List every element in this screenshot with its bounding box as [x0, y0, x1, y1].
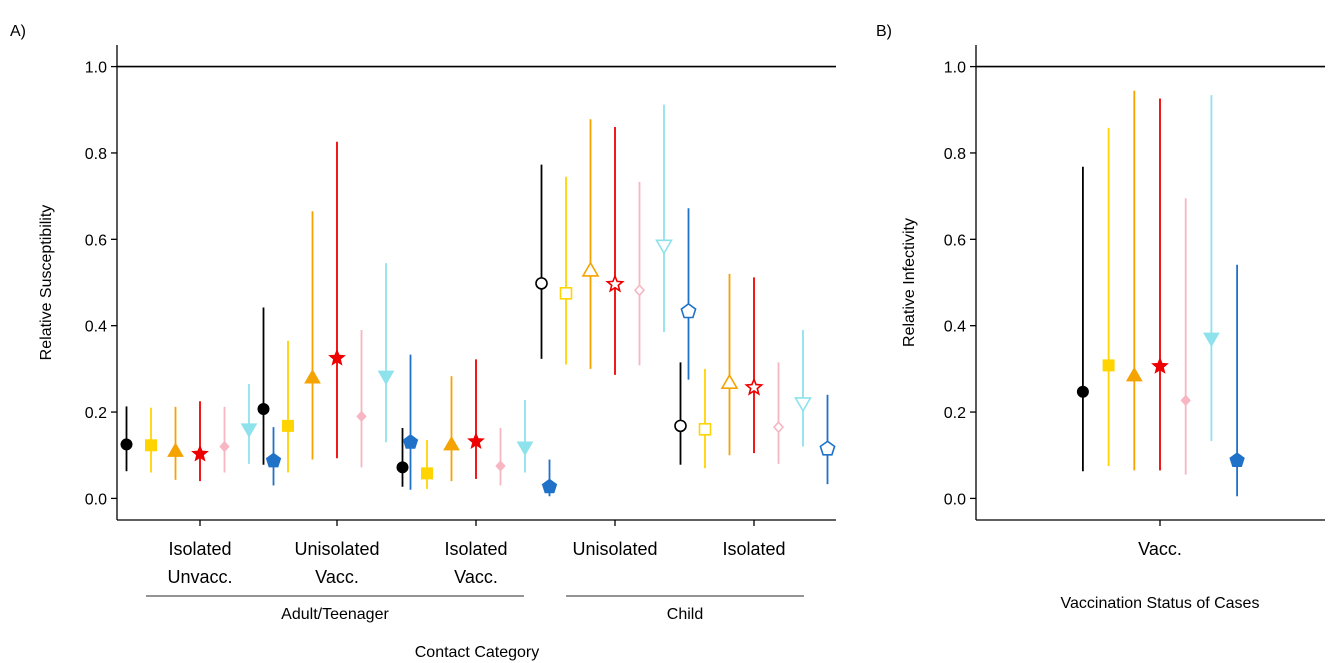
data-point-diamond	[356, 410, 367, 423]
series-triangle-up	[1125, 90, 1143, 471]
data-point-diamond	[772, 420, 785, 434]
data-point-triangle-up	[720, 373, 739, 389]
data-point-square	[282, 419, 294, 432]
data-point-triangle-up	[443, 435, 460, 451]
category-label: Vacc.	[1138, 539, 1182, 559]
data-point-circle	[396, 461, 409, 474]
y-tick-label: 0.2	[85, 405, 107, 422]
data-point-triangle-up	[581, 261, 600, 277]
data-point-square	[559, 286, 573, 300]
data-point-star	[605, 274, 625, 293]
y-tick-label: 1.0	[85, 60, 107, 77]
data-point-triangle-up	[304, 368, 321, 384]
series-square	[145, 176, 712, 489]
panel-b: 0.0 0.2 0.4 0.6 0.8 1.0 Relative Infectivity Va…	[901, 45, 1325, 612]
data-point-triangle-up	[167, 442, 184, 457]
group-label: Adult/Teenager	[281, 606, 389, 623]
series-square	[1102, 127, 1115, 467]
category-label: Isolated	[168, 539, 231, 559]
series-circle	[1076, 166, 1089, 472]
data-point-triangle-down	[655, 239, 673, 255]
data-point-circle	[674, 419, 687, 433]
series-diamond	[219, 181, 785, 486]
y-tick-label: 0.6	[85, 232, 107, 249]
data-point-triangle-down	[240, 423, 258, 438]
y-tick-label: 0.4	[85, 319, 107, 336]
data-point-square	[1102, 359, 1115, 372]
y-tick-label: 0.0	[944, 491, 966, 508]
data-point-pentagon	[819, 440, 836, 456]
series-triangle-down	[1203, 95, 1220, 441]
y-tick-label: 0.8	[944, 146, 966, 163]
category-label: Unvacc.	[167, 567, 232, 587]
data-point-pentagon	[680, 302, 697, 319]
series-star	[191, 127, 764, 482]
data-point-star	[328, 348, 346, 366]
data-point-pentagon	[402, 434, 419, 449]
data-point-pentagon	[265, 452, 282, 468]
category-label: Vacc.	[315, 567, 359, 587]
data-point-square	[698, 423, 712, 436]
data-point-pentagon	[1229, 452, 1245, 467]
y-axis-label: Relative Infectivity	[901, 218, 918, 347]
data-point-triangle-down	[516, 441, 534, 456]
y-tick-label: 0.8	[85, 146, 107, 163]
data-point-star	[744, 377, 764, 396]
data-point-star	[191, 444, 209, 462]
y-axis-label: Relative Susceptibility	[38, 205, 55, 361]
y-tick-label: 1.0	[944, 60, 966, 77]
series-triangle-up	[167, 119, 739, 482]
y-tick-label: 0.2	[944, 405, 966, 422]
data-point-pentagon	[541, 478, 558, 494]
category-label: Vacc.	[454, 567, 498, 587]
series-pentagon	[1229, 264, 1245, 497]
group-label: Child	[667, 606, 703, 623]
data-point-star	[1151, 356, 1169, 374]
series-pentagon	[265, 208, 836, 497]
series-triangle-down	[240, 104, 812, 473]
y-tick-label: 0.6	[944, 232, 966, 249]
data-point-diamond	[1180, 394, 1191, 407]
panel-a-label: A)	[10, 23, 26, 40]
data-point-diamond	[633, 284, 646, 297]
y-tick-label: 0.0	[85, 491, 107, 508]
series-diamond	[1180, 198, 1191, 475]
data-point-triangle-up	[1125, 366, 1143, 382]
data-point-triangle-down	[377, 370, 395, 386]
data-point-star	[467, 432, 485, 450]
panel-a: 0.0 0.2 0.4 0.6 0.8 1.0 Relative Susceptibilit…	[38, 45, 836, 661]
data-point-triangle-down	[794, 397, 812, 413]
x-axis-label: Vaccination Status of Cases	[1061, 595, 1260, 612]
panel-b-label: B)	[876, 23, 892, 40]
data-point-square	[145, 439, 157, 452]
category-label: Unisolated	[572, 539, 657, 559]
data-point-diamond	[219, 440, 230, 453]
data-point-square	[421, 467, 433, 480]
category-label: Isolated	[444, 539, 507, 559]
data-point-circle	[120, 438, 133, 451]
y-tick-label: 0.4	[944, 319, 966, 336]
data-point-circle	[535, 277, 548, 290]
category-label: Unisolated	[294, 539, 379, 559]
data-point-triangle-down	[1203, 332, 1220, 348]
series-circle	[120, 164, 687, 487]
data-point-circle	[1076, 385, 1089, 398]
series-star	[1151, 98, 1169, 471]
data-point-circle	[257, 403, 270, 416]
category-label: Isolated	[722, 539, 785, 559]
data-point-diamond	[495, 460, 506, 472]
x-axis-label: Contact Category	[415, 644, 540, 661]
